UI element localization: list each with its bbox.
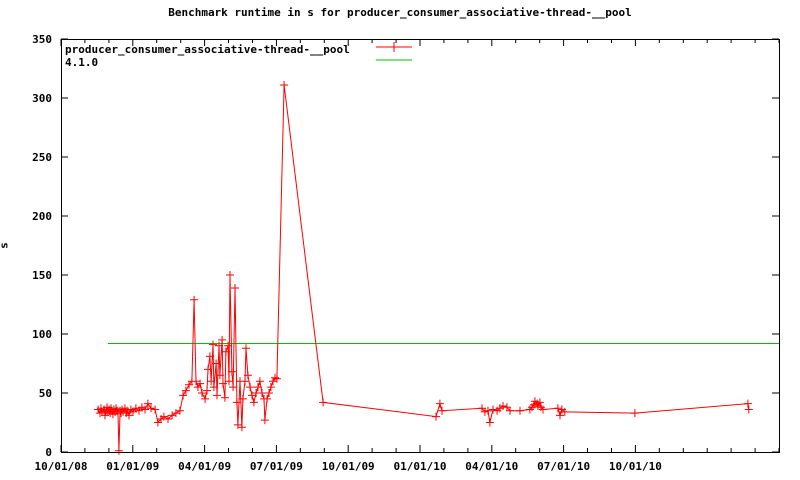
legend-row-series: producer_consumer_associative-thread-__p… bbox=[65, 41, 412, 56]
series-red-line bbox=[97, 84, 750, 451]
y-tick-label: 300 bbox=[32, 92, 52, 105]
legend-sample-green-line-icon bbox=[376, 59, 412, 61]
legend-sample-red-line-icon bbox=[376, 42, 412, 52]
series-red-markers bbox=[94, 81, 753, 455]
x-tick-label: 04/01/10 bbox=[465, 460, 518, 473]
legend-label-series: producer_consumer_associative-thread-__p… bbox=[65, 43, 350, 56]
y-tick-label: 200 bbox=[32, 210, 52, 223]
x-tick-label: 10/01/09 bbox=[322, 460, 375, 473]
x-tick-label: 07/01/09 bbox=[250, 460, 303, 473]
legend-row-baseline: 4.1.0 bbox=[65, 54, 412, 69]
x-tick-label: 01/01/09 bbox=[106, 460, 159, 473]
chart-title: Benchmark runtime in s for producer_cons… bbox=[168, 6, 632, 19]
y-tick-label: 0 bbox=[45, 446, 52, 459]
legend: producer_consumer_associative-thread-__p… bbox=[65, 41, 412, 69]
x-tick-label: 10/01/10 bbox=[609, 460, 662, 473]
x-tick-label: 10/01/08 bbox=[35, 460, 88, 473]
y-tick-label: 50 bbox=[39, 387, 52, 400]
x-tick-label: 01/01/10 bbox=[394, 460, 447, 473]
legend-label-baseline: 4.1.0 bbox=[65, 56, 99, 69]
y-tick-label: 100 bbox=[32, 328, 52, 341]
y-tick-label: 350 bbox=[32, 33, 52, 46]
y-tick-label: 150 bbox=[32, 269, 52, 282]
x-tick-label: 04/01/09 bbox=[178, 460, 231, 473]
y-tick-label: 250 bbox=[32, 151, 52, 164]
x-tick-label: 07/01/10 bbox=[537, 460, 590, 473]
plot-border bbox=[61, 39, 780, 453]
